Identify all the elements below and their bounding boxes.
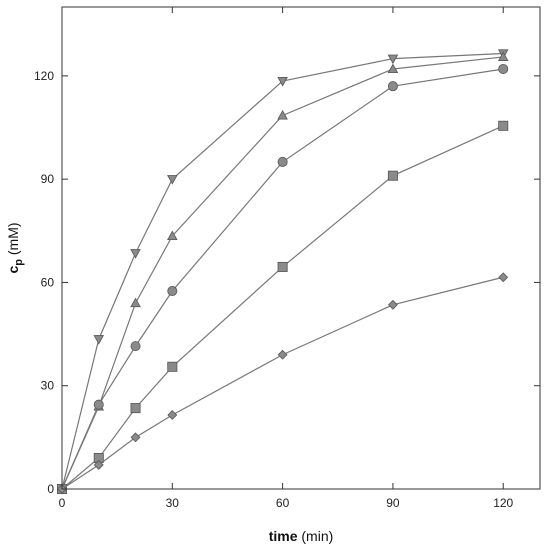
- data-point: [130, 341, 141, 352]
- y-axis-title-main: c: [5, 266, 21, 274]
- x-tick-label: 30: [166, 496, 180, 510]
- data-point: [167, 361, 178, 372]
- data-point: [167, 286, 178, 297]
- y-axis-title-unit: (mM): [5, 222, 21, 259]
- x-tick-label: 0: [59, 496, 66, 510]
- data-point: [167, 175, 178, 185]
- data-point: [387, 63, 399, 74]
- series-line: [61, 68, 504, 490]
- data-point: [387, 170, 398, 181]
- y-tick-label: 30: [41, 379, 55, 393]
- data-point: [387, 54, 399, 65]
- y-axis-title-sub: p: [13, 259, 25, 266]
- data-point: [277, 261, 288, 272]
- series-triangle-up: [56, 51, 509, 494]
- series-square: [57, 120, 509, 494]
- data-point: [387, 299, 398, 310]
- data-point: [167, 410, 178, 420]
- data-point: [93, 459, 104, 470]
- x-tick-label: 60: [276, 496, 290, 510]
- x-axis-title-unit: (min): [298, 528, 334, 544]
- data-point: [387, 81, 398, 92]
- data-point: [497, 51, 509, 62]
- data-point: [130, 432, 141, 443]
- data-point: [277, 76, 288, 87]
- data-point: [130, 249, 141, 259]
- data-point: [130, 403, 141, 414]
- x-axis-title: time (min): [269, 528, 334, 544]
- axes: [61, 6, 541, 490]
- data-point: [498, 63, 509, 74]
- y-axis-title: cp (mM): [5, 222, 25, 273]
- y-tick-label: 0: [47, 482, 54, 496]
- y-tick-label: 60: [41, 275, 55, 289]
- ticks-layer: 0 30 60 90 120 0 30 60 90 120: [34, 7, 540, 510]
- y-tick-label: 120: [34, 69, 54, 83]
- data-point: [277, 349, 288, 360]
- series-line: [61, 276, 504, 490]
- data-point: [498, 272, 509, 283]
- x-tick-label: 90: [386, 496, 400, 510]
- data-point: [498, 120, 509, 131]
- data-point: [93, 399, 104, 410]
- data-point: [277, 110, 288, 120]
- series-layer: [56, 49, 509, 495]
- data-point: [93, 335, 105, 345]
- series-triangle-down: [56, 49, 509, 495]
- data-point: [130, 297, 141, 308]
- data-point: [277, 156, 288, 167]
- y-tick-label: 90: [41, 172, 55, 186]
- plot-frame: [61, 6, 541, 490]
- series-diamond: [57, 272, 509, 494]
- x-axis-title-main: time: [269, 528, 298, 544]
- series-line: [61, 56, 504, 490]
- x-tick-label: 120: [493, 496, 513, 510]
- data-point: [167, 230, 178, 241]
- series-line: [61, 125, 504, 490]
